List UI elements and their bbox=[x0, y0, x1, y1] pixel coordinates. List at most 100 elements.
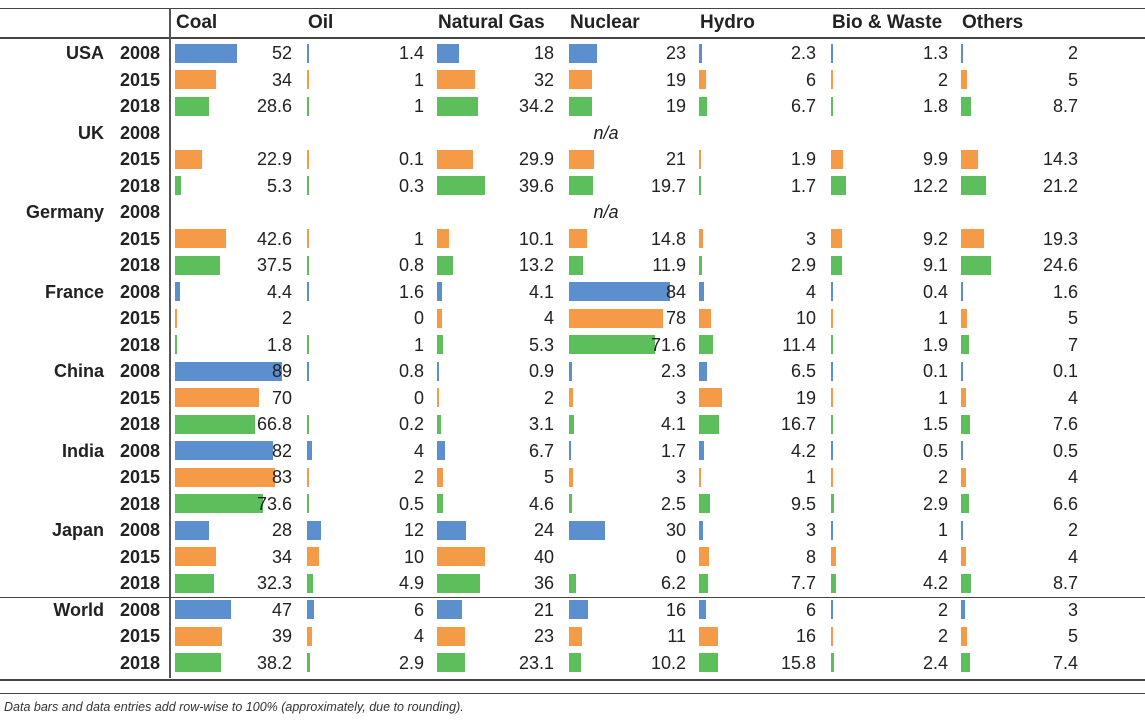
data-value: 2.9 bbox=[790, 255, 816, 275]
data-bar bbox=[437, 335, 444, 354]
year-label: 2015 bbox=[119, 228, 160, 249]
data-bar bbox=[569, 229, 587, 248]
data-value: 0 bbox=[675, 546, 686, 567]
data-bar bbox=[307, 414, 309, 434]
data-value: 34.2 bbox=[518, 96, 554, 116]
data-bar bbox=[961, 573, 972, 593]
data-bar bbox=[569, 467, 573, 487]
data-value: 9.2 bbox=[922, 228, 948, 249]
data-bar bbox=[831, 573, 837, 593]
data-value: 0.9 bbox=[528, 361, 554, 381]
data-bar bbox=[307, 573, 313, 593]
data-value: 5 bbox=[1067, 69, 1078, 90]
data-value: 0.1 bbox=[1052, 361, 1078, 381]
data-value: 23 bbox=[665, 43, 686, 63]
data-value: 4.2 bbox=[922, 573, 948, 593]
data-value: 4 bbox=[1067, 387, 1078, 408]
year-label: 2015 bbox=[119, 308, 160, 328]
data-value: 23 bbox=[533, 626, 554, 646]
country-label: World bbox=[53, 599, 104, 620]
data-value: 9.5 bbox=[790, 493, 816, 514]
data-bar bbox=[307, 467, 310, 487]
data-value: 1.6 bbox=[398, 281, 424, 302]
data-bar bbox=[961, 70, 967, 89]
data-bar bbox=[699, 600, 707, 619]
data-bar bbox=[175, 176, 182, 195]
data-value: 13.2 bbox=[518, 255, 554, 275]
data-bar bbox=[175, 361, 282, 381]
data-value: 1 bbox=[413, 334, 424, 355]
data-bar bbox=[437, 176, 485, 195]
data-value: 8.7 bbox=[1052, 573, 1078, 593]
data-value: 4.2 bbox=[790, 440, 816, 461]
data-bar bbox=[175, 229, 227, 248]
data-bar bbox=[569, 282, 670, 301]
data-bar bbox=[831, 414, 833, 434]
data-value: 82 bbox=[271, 440, 292, 461]
data-bar bbox=[831, 547, 836, 566]
data-value: 8 bbox=[805, 546, 816, 567]
data-value: 39.6 bbox=[518, 175, 554, 196]
data-value: 71.6 bbox=[650, 334, 686, 355]
year-label: 2018 bbox=[119, 96, 160, 116]
data-bar bbox=[175, 308, 178, 328]
data-bar bbox=[961, 388, 966, 407]
data-value: 4.1 bbox=[528, 281, 554, 302]
year-label: 2018 bbox=[119, 573, 160, 593]
data-value: 11.9 bbox=[652, 255, 686, 275]
data-bar bbox=[307, 70, 309, 89]
data-bar bbox=[569, 520, 605, 540]
data-bar bbox=[437, 520, 466, 540]
data-value: 2 bbox=[413, 467, 424, 487]
data-bar bbox=[569, 96, 592, 116]
data-bar bbox=[699, 414, 720, 434]
data-bar bbox=[569, 176, 593, 195]
data-bar bbox=[569, 149, 595, 169]
not-available-label: n/a bbox=[593, 122, 619, 143]
data-value: 39 bbox=[271, 626, 292, 646]
data-bar bbox=[175, 96, 210, 116]
data-value: 0.5 bbox=[922, 440, 948, 461]
data-bar bbox=[569, 441, 572, 460]
data-value: 32 bbox=[533, 69, 554, 90]
year-label: 2008 bbox=[119, 599, 160, 620]
data-bar bbox=[831, 494, 835, 513]
data-bar bbox=[437, 494, 443, 513]
data-bar bbox=[569, 573, 577, 593]
data-value: 21.2 bbox=[1042, 175, 1078, 196]
data-bar bbox=[699, 361, 707, 381]
data-value: 2 bbox=[543, 387, 554, 408]
data-bar bbox=[569, 70, 592, 89]
data-value: 4 bbox=[1067, 546, 1078, 567]
data-bar bbox=[307, 149, 309, 169]
data-bar bbox=[437, 573, 481, 593]
data-value: 3 bbox=[805, 228, 816, 249]
data-value: 19 bbox=[665, 69, 686, 90]
data-value: 6 bbox=[805, 69, 816, 90]
data-value: 1.8 bbox=[266, 334, 292, 355]
data-value: 14.8 bbox=[650, 228, 686, 249]
data-bar bbox=[961, 282, 963, 301]
data-value: 9.1 bbox=[922, 255, 948, 275]
year-label: 2018 bbox=[119, 334, 160, 355]
data-value: 2.5 bbox=[660, 493, 686, 514]
data-bar bbox=[569, 308, 663, 328]
data-value: 52 bbox=[271, 43, 292, 63]
data-bar bbox=[307, 282, 309, 301]
year-label: 2008 bbox=[119, 361, 160, 381]
data-value: 1 bbox=[413, 69, 424, 90]
not-available-label: n/a bbox=[593, 202, 619, 222]
column-header-natural-gas: Natural Gas bbox=[438, 12, 545, 33]
data-value: 2 bbox=[937, 599, 948, 620]
data-bar bbox=[831, 467, 834, 487]
data-bar bbox=[831, 282, 833, 301]
data-value: 6.5 bbox=[790, 361, 816, 381]
data-value: 16 bbox=[795, 626, 816, 646]
data-bar bbox=[831, 388, 833, 407]
data-value: 24 bbox=[533, 520, 554, 540]
data-value: 84 bbox=[665, 281, 686, 302]
data-bar bbox=[175, 149, 203, 169]
data-bar bbox=[961, 520, 964, 540]
data-bar bbox=[699, 388, 722, 407]
data-value: 10.1 bbox=[518, 228, 554, 249]
